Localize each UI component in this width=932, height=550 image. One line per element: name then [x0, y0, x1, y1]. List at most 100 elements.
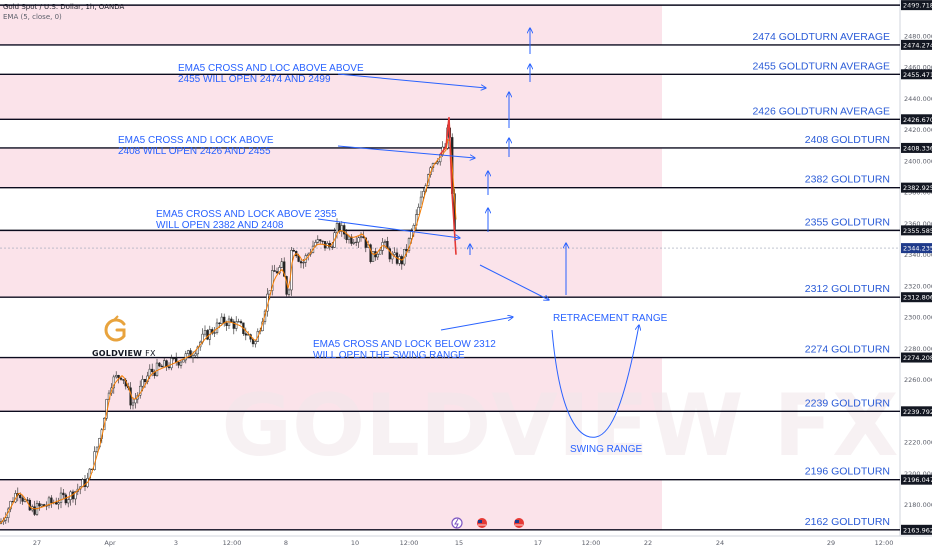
x-tick-label: 22 [644, 539, 652, 547]
x-tick-label: 8 [284, 539, 288, 547]
candle-body [316, 239, 319, 243]
candle-body [40, 504, 43, 507]
candle-body [436, 161, 439, 164]
candle-body [297, 255, 300, 262]
candle-body [355, 241, 358, 243]
annotation-line1: EMA5 CROSS AND LOC ABOVE ABOVE [178, 63, 364, 74]
candle-body [398, 256, 401, 264]
candle-body [335, 223, 339, 233]
candle-body [237, 321, 240, 323]
level-label: 2355 GOLDTURN [805, 216, 890, 228]
y-tick-label: 2460.000 [904, 64, 932, 72]
annotation-arrow [337, 145, 475, 158]
candle-body [379, 250, 382, 255]
annotation-arrow [337, 73, 486, 88]
annotation-arrow [440, 317, 513, 331]
us-flag-canton-icon [515, 520, 519, 523]
candle-body [167, 366, 171, 369]
annotation-line2: WILL OPEN 2382 AND 2408 [156, 220, 284, 231]
candle-body [179, 361, 183, 366]
candle-body [117, 375, 120, 379]
candle-body [254, 341, 257, 345]
price-tag [901, 182, 932, 193]
level-label: 2474 GOLDTURN AVERAGE [752, 31, 890, 43]
annotation-line2: 2408 WILL OPEN 2426 AND 2455 [118, 146, 271, 157]
price-tag-label: 2312.806 [903, 294, 932, 302]
indicator-legend[interactable]: EMA (5, close, 0) [3, 13, 62, 21]
candle-body [283, 261, 286, 277]
x-tick-label: 24 [716, 539, 724, 547]
level-label: 2239 GOLDTURN [805, 397, 890, 409]
candle-body [275, 271, 279, 274]
price-tag [901, 39, 932, 50]
recent-drop-highlight [439, 117, 457, 255]
candle-body [19, 494, 22, 499]
brand-suffix: FX [145, 349, 156, 358]
candle-body [376, 253, 379, 258]
price-tag [901, 114, 932, 125]
x-tick-label: 12:00 [223, 539, 242, 547]
y-tick-label: 2220.000 [904, 439, 932, 447]
annotation-arrow [317, 218, 460, 238]
level-label: 2382 GOLDTURN [805, 174, 890, 186]
candle-body [299, 261, 303, 264]
price-tag [901, 474, 932, 485]
retracement-range-label: RETRACEMENT RANGE [553, 313, 668, 324]
candle-body [340, 225, 343, 232]
level-label: 2312 GOLDTURN [805, 283, 890, 295]
candle-body [158, 362, 161, 367]
us-flag-canton-icon [478, 520, 482, 523]
current-price-tag[interactable] [901, 243, 932, 254]
x-tick-label: 27 [33, 539, 41, 547]
ema5-line [0, 138, 457, 524]
level-label: 2499 GOLDTURN AVERAGE [752, 0, 890, 3]
price-axis[interactable] [900, 0, 932, 550]
price-tag [901, 225, 932, 236]
y-tick-label: 2260.000 [904, 376, 932, 384]
price-tag [901, 292, 932, 303]
candle-body [134, 398, 137, 404]
candle-body [191, 355, 195, 358]
x-tick-label: 29 [827, 539, 835, 547]
y-tick-label: 2440.000 [904, 95, 932, 103]
candle-body [194, 353, 197, 356]
current-price-label: 2344.235 [903, 245, 932, 253]
candle-body [213, 332, 216, 334]
candle-body [33, 506, 36, 515]
annotation-line2: WILL OPEN THE SWING RANGE [313, 350, 465, 361]
candle-body [357, 237, 360, 243]
candle-body [112, 376, 115, 389]
price-tag [901, 406, 932, 417]
lightning-glyph-icon [454, 518, 459, 529]
x-tick-label: 17 [534, 539, 542, 547]
candle-body [347, 236, 351, 240]
level-label: 2162 GOLDTURN [805, 516, 890, 528]
y-tick-label: 2380.000 [904, 189, 932, 197]
candle-body [184, 353, 187, 361]
currency-label[interactable]: USD [905, 4, 920, 12]
watermark-text: GOLDVIEW FX [221, 376, 898, 476]
candle-body [67, 499, 70, 504]
annotation-line1: EMA5 CROSS AND LOCK BELOW 2312 [313, 339, 496, 350]
candle-body [170, 358, 173, 369]
candle-body [371, 251, 375, 262]
candle-body [62, 492, 65, 496]
candle-body [143, 379, 147, 383]
candle-body [160, 365, 163, 368]
candle-body [163, 360, 166, 368]
annotation-line1: EMA5 CROSS AND LOCK ABOVE [118, 135, 274, 146]
candle-body [350, 236, 353, 244]
price-tag-label: 2163.962 [903, 526, 932, 534]
candle-body [151, 368, 154, 373]
candle-body [273, 270, 276, 272]
candle-body [64, 494, 67, 504]
candle-body [50, 497, 53, 503]
symbol-title: Gold Spot / U.S. Dollar, 1h, OANDA [3, 3, 125, 11]
level-label: 2426 GOLDTURN AVERAGE [752, 105, 890, 117]
x-tick-label: Apr [104, 539, 116, 547]
x-tick-label: 15 [455, 539, 463, 547]
candle-body [182, 359, 185, 363]
y-tick-label: 2300.000 [904, 314, 932, 322]
lightning-event-icon[interactable] [451, 517, 463, 529]
